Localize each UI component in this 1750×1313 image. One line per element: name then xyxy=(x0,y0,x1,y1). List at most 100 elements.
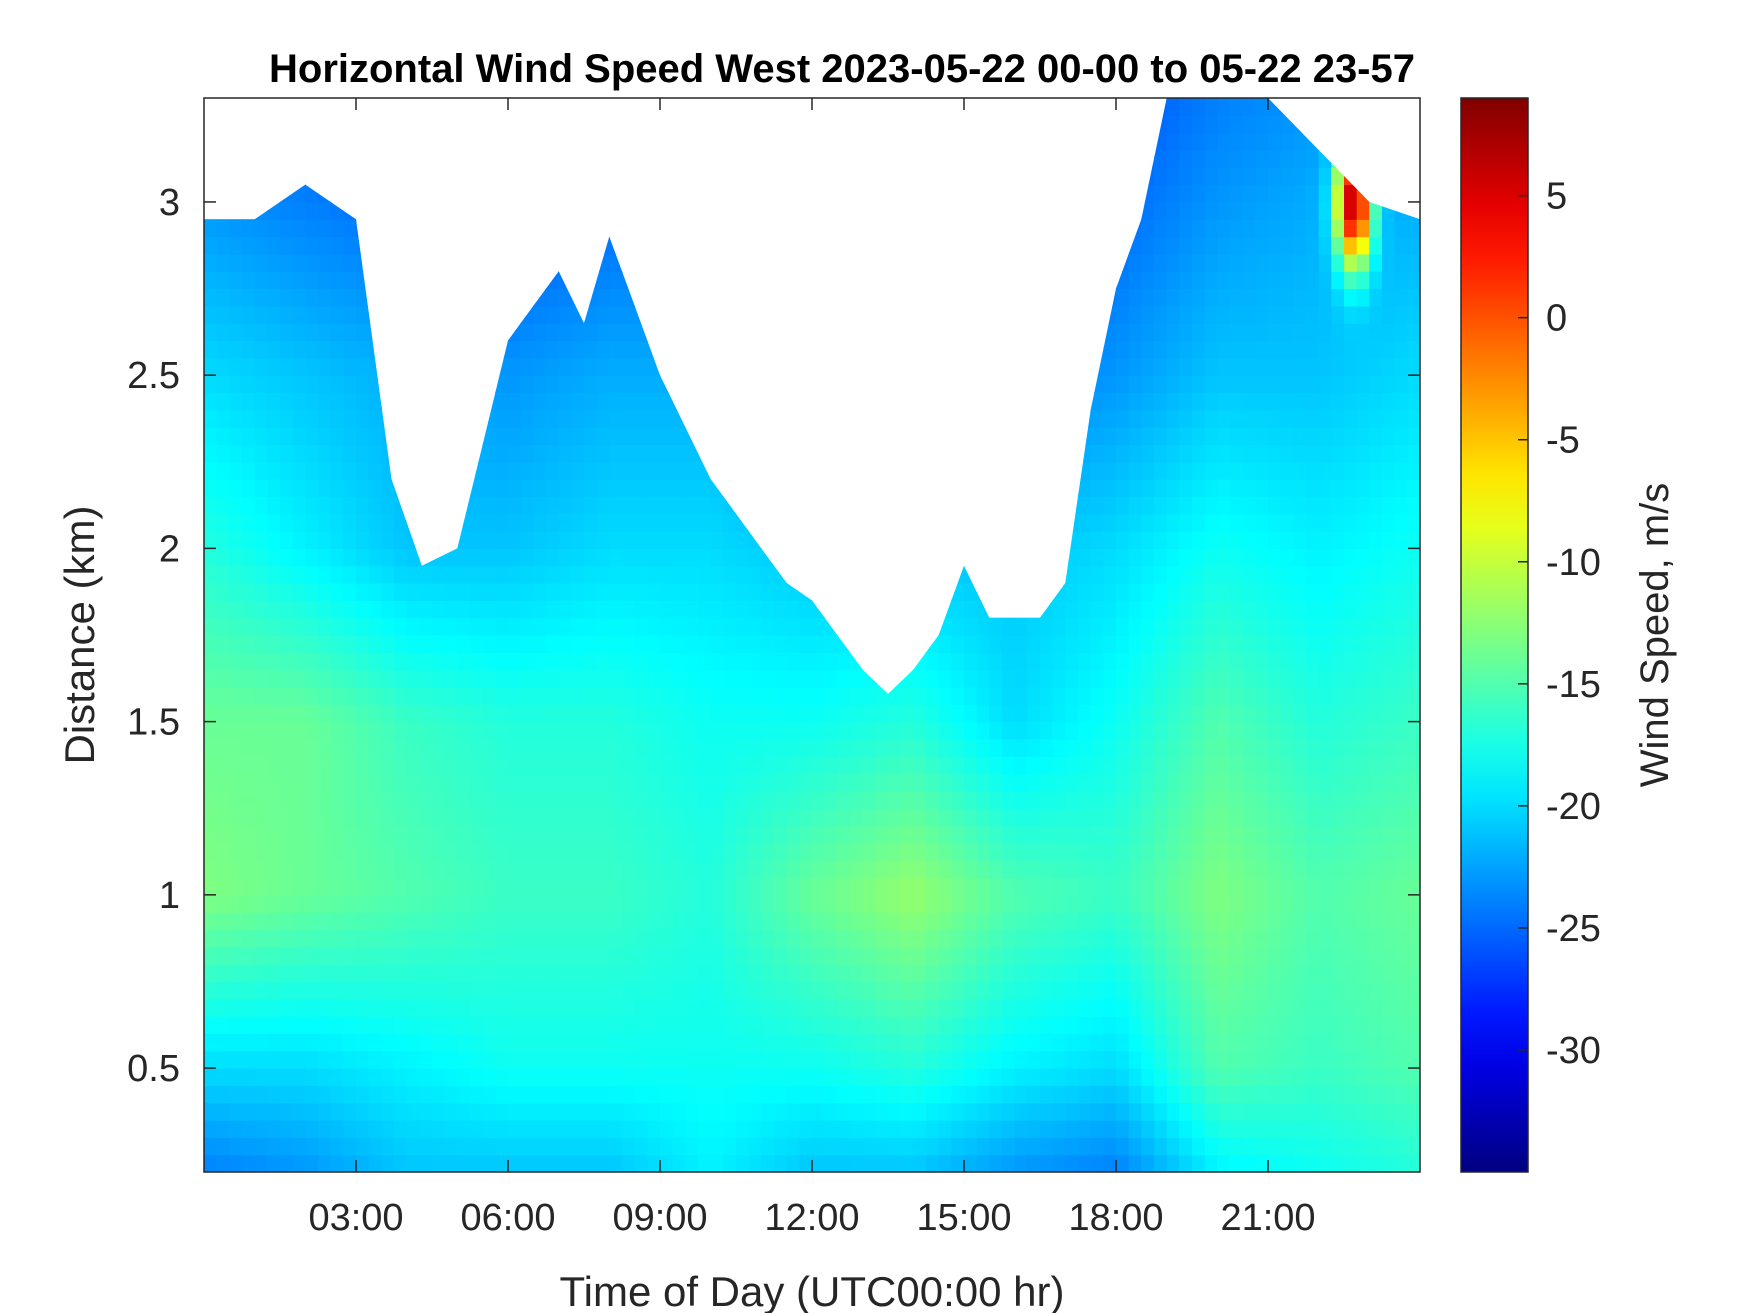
heatmap-cell xyxy=(546,842,560,861)
heatmap-cell xyxy=(774,1102,788,1121)
heatmap-cell xyxy=(837,392,851,411)
heatmap-cell xyxy=(736,288,750,307)
heatmap-cell xyxy=(280,375,294,394)
heatmap-cell xyxy=(736,496,750,515)
heatmap-cell xyxy=(1166,219,1180,238)
heatmap-cell xyxy=(1192,531,1206,549)
heatmap-cell xyxy=(1078,201,1092,220)
heatmap-cell xyxy=(926,305,940,324)
heatmap-cell xyxy=(584,825,598,844)
heatmap-cell xyxy=(786,184,800,203)
heatmap-cell xyxy=(1078,964,1092,983)
heatmap-cell xyxy=(584,305,598,324)
heatmap-cell xyxy=(558,1154,572,1172)
heatmap-cell xyxy=(254,998,268,1017)
heatmap-cell xyxy=(381,583,395,601)
heatmap-cell xyxy=(634,773,648,792)
heatmap-cell xyxy=(1065,531,1079,549)
heatmap-cell xyxy=(723,340,737,359)
heatmap-cell xyxy=(837,600,851,619)
heatmap-cell xyxy=(698,149,712,168)
heatmap-cell xyxy=(216,894,230,913)
heatmap-cell xyxy=(1141,1154,1155,1172)
heatmap-cell xyxy=(457,548,471,567)
heatmap-cell xyxy=(280,877,294,896)
heatmap-cell xyxy=(837,132,851,151)
heatmap-cell xyxy=(254,548,268,567)
heatmap-cell xyxy=(723,115,737,134)
heatmap-cell xyxy=(964,323,978,342)
heatmap-cell xyxy=(1014,392,1028,411)
heatmap-cell xyxy=(381,929,395,948)
heatmap-cell xyxy=(482,756,496,775)
heatmap-cell xyxy=(356,773,370,792)
heatmap-cell xyxy=(710,149,724,168)
heatmap-cell xyxy=(913,184,927,203)
heatmap-cell xyxy=(546,860,560,879)
heatmap-cell xyxy=(634,600,648,619)
heatmap-cell xyxy=(204,1033,218,1052)
heatmap-cell xyxy=(432,201,446,220)
heatmap-cell xyxy=(913,565,927,584)
heatmap-cell xyxy=(444,305,458,324)
heatmap-cell xyxy=(596,132,610,151)
heatmap-cell xyxy=(368,894,382,913)
heatmap-cell xyxy=(571,132,585,151)
heatmap-cell xyxy=(1078,912,1092,931)
heatmap-cell xyxy=(1027,669,1041,688)
heatmap-cell xyxy=(672,548,686,567)
heatmap-cell xyxy=(242,1102,256,1121)
heatmap-cell xyxy=(356,288,370,307)
heatmap-cell xyxy=(723,132,737,151)
heatmap-cell xyxy=(710,357,724,376)
heatmap-cell xyxy=(723,236,737,255)
heatmap-cell xyxy=(596,1137,610,1156)
heatmap-cell xyxy=(1052,115,1066,134)
heatmap-cell xyxy=(1217,1050,1231,1069)
heatmap-cell xyxy=(381,461,395,480)
heatmap-cell xyxy=(1014,375,1028,394)
heatmap-cell xyxy=(444,219,458,238)
heatmap-cell xyxy=(1052,1016,1066,1035)
heatmap-cell xyxy=(1065,964,1079,983)
heatmap-cell xyxy=(596,842,610,861)
heatmap-cell xyxy=(748,132,762,151)
heatmap-cell xyxy=(495,929,509,948)
heatmap-cell xyxy=(1116,1033,1130,1052)
heatmap-cell xyxy=(938,98,952,116)
heatmap-cell xyxy=(318,1120,332,1138)
heatmap-cell xyxy=(432,877,446,896)
heatmap-cell xyxy=(647,461,661,480)
heatmap-cell xyxy=(1192,583,1206,601)
heatmap-cell xyxy=(267,1068,281,1086)
heatmap-cell xyxy=(976,375,990,394)
heatmap-cell xyxy=(1179,357,1193,376)
heatmap-cell xyxy=(571,583,585,601)
heatmap-cell xyxy=(1166,1137,1180,1156)
heatmap-cell xyxy=(926,721,940,740)
heatmap-cell xyxy=(824,548,838,567)
heatmap-cell xyxy=(1090,98,1104,116)
heatmap-cell xyxy=(1154,496,1168,515)
heatmap-cell xyxy=(457,981,471,1000)
heatmap-cell xyxy=(584,704,598,723)
heatmap-cell xyxy=(1002,825,1016,844)
heatmap-cell xyxy=(1217,981,1231,1000)
heatmap-cell xyxy=(774,894,788,913)
heatmap-cell xyxy=(280,1050,294,1069)
heatmap-cell xyxy=(812,479,826,498)
heatmap-cell xyxy=(622,721,636,740)
heatmap-cell xyxy=(1090,305,1104,324)
heatmap-cell xyxy=(1128,1085,1142,1104)
heatmap-cell xyxy=(824,1068,838,1086)
heatmap-cell xyxy=(1065,288,1079,307)
heatmap-cell xyxy=(710,98,724,116)
heatmap-cell xyxy=(1179,201,1193,220)
heatmap-cell xyxy=(786,427,800,446)
heatmap-cell xyxy=(356,271,370,290)
heatmap-cell xyxy=(774,860,788,879)
heatmap-cell xyxy=(989,756,1003,775)
heatmap-cell xyxy=(875,1033,889,1052)
heatmap-cell xyxy=(1014,1068,1028,1086)
heatmap-cell xyxy=(786,115,800,134)
